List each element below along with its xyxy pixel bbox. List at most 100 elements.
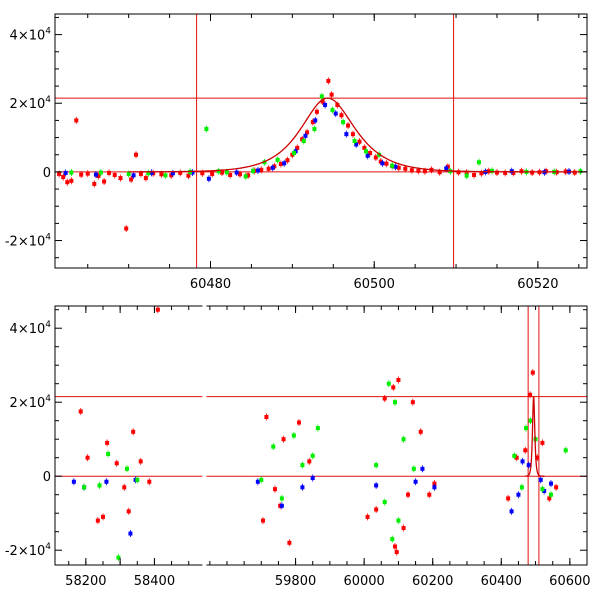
- data-point: [530, 170, 535, 175]
- data-point: [354, 142, 359, 147]
- y-tick-label: 4×104: [10, 27, 52, 44]
- data-point: [382, 500, 387, 505]
- data-point: [69, 170, 74, 175]
- y-tick-label: 2×104: [10, 95, 52, 112]
- y-tick-label: -2×104: [5, 542, 51, 559]
- data-point: [326, 78, 331, 83]
- data-point: [374, 483, 379, 488]
- data-point: [186, 173, 191, 178]
- data-point: [300, 485, 305, 490]
- data-point: [422, 169, 427, 174]
- series-1: [71, 457, 553, 538]
- data-point: [93, 172, 98, 177]
- data-point: [365, 514, 370, 519]
- data-point: [368, 151, 373, 156]
- plot-panel-full: -2×104 0 2×104 4×104 58200 58400 59800 60000 602…: [5, 305, 591, 589]
- data-point: [512, 453, 517, 458]
- y-tick-label: 2×104: [10, 394, 52, 411]
- data-point: [301, 139, 306, 143]
- data-point: [95, 518, 100, 523]
- data-point: [310, 476, 315, 481]
- data-point: [472, 172, 477, 177]
- data-point: [411, 466, 416, 471]
- data-point: [514, 455, 519, 460]
- x-tick-label: 60400: [481, 574, 522, 589]
- data-point: [357, 139, 362, 144]
- data-point: [281, 437, 286, 442]
- data-point: [178, 170, 183, 175]
- data-point: [234, 170, 239, 175]
- data-point: [382, 396, 387, 401]
- data-point: [437, 170, 442, 175]
- data-point: [373, 155, 378, 160]
- data-point: [96, 174, 101, 179]
- data-point: [279, 503, 284, 508]
- data-point: [138, 171, 143, 176]
- data-point: [169, 173, 174, 178]
- data-point: [97, 483, 102, 488]
- data-point: [266, 166, 271, 171]
- data-point: [374, 507, 379, 512]
- data-point: [538, 477, 543, 482]
- data-point: [549, 492, 553, 497]
- data-point: [523, 426, 528, 431]
- x-tick-label: 58400: [134, 574, 175, 589]
- data-point: [530, 370, 535, 375]
- data-point: [413, 479, 418, 484]
- data-point: [138, 459, 143, 464]
- data-point: [503, 170, 508, 175]
- data-point: [506, 496, 511, 501]
- data-point: [74, 118, 79, 123]
- x-tick-label: 60500: [354, 277, 395, 292]
- model-curve: [128, 97, 587, 173]
- data-point: [104, 479, 109, 484]
- data-point: [204, 126, 209, 131]
- axis-break: [202, 305, 207, 566]
- data-point: [494, 170, 499, 175]
- data-point: [416, 168, 421, 173]
- data-point: [210, 171, 215, 176]
- data-point: [118, 176, 123, 181]
- data-point: [350, 132, 355, 137]
- data-point: [320, 99, 325, 104]
- data-point: [312, 126, 317, 131]
- data-point: [149, 170, 154, 175]
- data-point: [116, 555, 121, 560]
- data-point: [528, 418, 533, 423]
- data-point: [243, 174, 248, 179]
- data-point: [170, 171, 175, 176]
- data-point: [410, 400, 415, 405]
- data-point: [98, 170, 103, 175]
- data-point: [303, 133, 308, 138]
- data-point: [78, 409, 83, 414]
- data-point: [401, 437, 406, 442]
- data-point: [314, 109, 319, 114]
- data-point: [159, 172, 164, 177]
- data-point: [554, 485, 559, 490]
- data-point: [102, 179, 107, 184]
- data-point: [418, 429, 423, 434]
- data-point: [264, 415, 269, 419]
- data-point: [126, 171, 131, 176]
- data-point: [432, 481, 437, 486]
- plot-frame: [54, 305, 588, 566]
- data-point: [523, 448, 528, 453]
- data-point: [386, 381, 391, 386]
- data-point: [285, 158, 290, 163]
- data-point: [57, 171, 62, 176]
- data-point: [216, 169, 221, 174]
- x-tick-label: 59800: [275, 574, 316, 589]
- data-point: [131, 429, 136, 434]
- data-point: [255, 479, 260, 484]
- data-point: [71, 479, 76, 484]
- data-point: [262, 160, 267, 165]
- data-point: [535, 455, 540, 460]
- data-point: [406, 492, 411, 497]
- data-point: [228, 172, 233, 177]
- data-point: [427, 492, 432, 497]
- data-point: [319, 94, 324, 99]
- series-0: [78, 306, 559, 556]
- data-point: [270, 165, 275, 170]
- data-point: [237, 172, 242, 177]
